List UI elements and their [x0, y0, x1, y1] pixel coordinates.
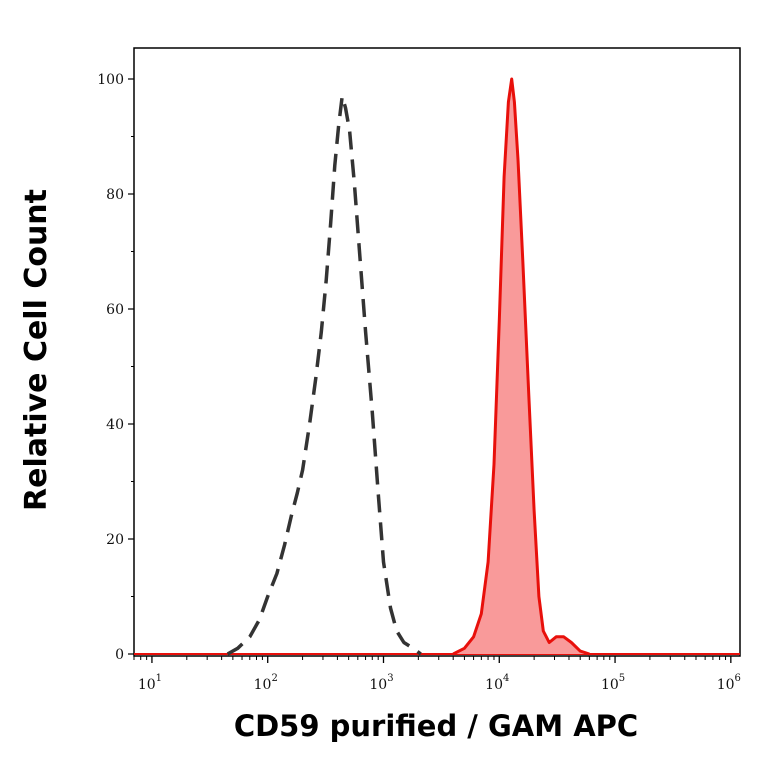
series-fill-1 [453, 79, 590, 654]
y-tick-label: 0 [115, 647, 124, 663]
y-tick-label: 20 [106, 532, 124, 548]
x-tick-label: 104 [485, 673, 509, 693]
x-axis-label: CD59 purified / GAM APC [234, 709, 638, 743]
x-tick-label: 105 [601, 673, 625, 693]
y-tick-label: 40 [106, 417, 124, 433]
y-tick-label: 60 [106, 302, 124, 318]
x-tick-label: 101 [138, 673, 162, 693]
plot-frame [133, 47, 741, 657]
series-line-1 [452, 77, 590, 656]
x-tick-label: 106 [717, 673, 741, 693]
y-tick-label: 80 [106, 187, 124, 203]
x-tick-label: 103 [369, 673, 393, 693]
series-line-0 [226, 94, 422, 656]
y-tick-label: 100 [97, 72, 124, 88]
x-tick-label: 102 [254, 673, 278, 693]
y-axis-label: Relative Cell Count [19, 189, 54, 511]
